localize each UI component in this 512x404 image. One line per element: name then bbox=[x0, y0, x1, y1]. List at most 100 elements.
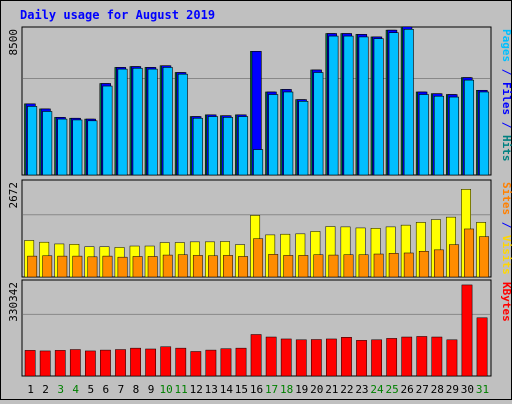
bar-kbytes-day-28 bbox=[431, 336, 443, 377]
bar-sites-day-15 bbox=[238, 256, 248, 278]
bar-sites-day-3 bbox=[57, 255, 68, 278]
bar-sites-day-21 bbox=[328, 254, 339, 278]
bar-sites-day-19 bbox=[298, 255, 309, 278]
bar-kbytes-day-23 bbox=[356, 340, 367, 377]
day-label-9: 9 bbox=[148, 383, 155, 396]
day-label-15: 15 bbox=[235, 383, 248, 396]
bar-pages-day-26 bbox=[403, 29, 414, 176]
bar-kbytes-day-19 bbox=[295, 339, 307, 377]
day-label-19: 19 bbox=[295, 383, 308, 396]
bar-kbytes-day-6 bbox=[100, 349, 111, 377]
bar-sites-day-22 bbox=[343, 254, 354, 278]
bar-pages-day-31 bbox=[479, 91, 490, 176]
day-label-7: 7 bbox=[118, 383, 125, 396]
day-label-29: 29 bbox=[446, 383, 459, 396]
bar-kbytes-day-24 bbox=[371, 339, 382, 377]
day-label-14: 14 bbox=[220, 383, 234, 396]
bar-kbytes-day-11 bbox=[175, 347, 187, 377]
bar-kbytes-day-12 bbox=[190, 351, 202, 377]
bar-pages-day-30 bbox=[464, 79, 475, 176]
bar-sites-day-14 bbox=[223, 255, 233, 278]
bar-pages-day-19 bbox=[298, 101, 309, 176]
day-label-18: 18 bbox=[280, 383, 293, 396]
hits-files-pages-legend-item: Files bbox=[500, 82, 512, 115]
bar-sites-day-1 bbox=[27, 255, 38, 278]
bar-sites-day-24 bbox=[373, 253, 384, 278]
bar-pages-day-17 bbox=[268, 94, 279, 176]
bar-pages-day-9 bbox=[147, 68, 158, 176]
bar-sites-day-4 bbox=[72, 255, 83, 278]
bar-pages-day-21 bbox=[328, 35, 339, 176]
day-label-31: 31 bbox=[476, 383, 489, 396]
visits-sites-legend: Sites / Visits bbox=[500, 182, 512, 275]
day-label-23: 23 bbox=[355, 383, 368, 396]
bar-pages-day-3 bbox=[57, 118, 68, 176]
bar-pages-day-1 bbox=[27, 106, 38, 176]
day-label-3: 3 bbox=[57, 383, 64, 396]
bar-kbytes-day-9 bbox=[145, 348, 157, 377]
bar-pages-day-12 bbox=[192, 117, 203, 176]
bar-sites-day-31 bbox=[479, 236, 490, 278]
kbytes-legend: KBytes bbox=[500, 282, 512, 322]
bar-pages-day-6 bbox=[102, 85, 113, 176]
bar-pages-day-20 bbox=[313, 72, 324, 176]
day-label-12: 12 bbox=[190, 383, 203, 396]
bar-sites-day-16 bbox=[253, 238, 264, 278]
bar-pages-day-28 bbox=[433, 95, 444, 176]
day-label-30: 30 bbox=[461, 383, 474, 396]
day-label-25: 25 bbox=[385, 383, 398, 396]
bar-kbytes-day-3 bbox=[54, 350, 66, 377]
chart-title: Daily usage for August 2019 bbox=[20, 8, 215, 22]
bar-kbytes-day-2 bbox=[39, 350, 51, 377]
bar-kbytes-day-15 bbox=[235, 347, 247, 377]
day-label-13: 13 bbox=[205, 383, 218, 396]
bar-pages-day-15 bbox=[238, 116, 249, 176]
bar-sites-day-2 bbox=[42, 255, 53, 278]
hits-files-pages-legend-item: / bbox=[500, 115, 512, 135]
visits-sites-legend-item: / bbox=[500, 215, 512, 235]
bar-kbytes-day-18 bbox=[280, 338, 292, 377]
day-label-26: 26 bbox=[401, 383, 414, 396]
bar-pages-day-11 bbox=[177, 73, 188, 176]
bar-sites-day-23 bbox=[358, 254, 369, 278]
day-label-10: 10 bbox=[159, 383, 172, 396]
bar-kbytes-day-1 bbox=[24, 350, 36, 377]
bar-kbytes-day-30 bbox=[461, 284, 473, 377]
bar-kbytes-day-20 bbox=[310, 339, 322, 377]
bar-kbytes-day-22 bbox=[341, 337, 352, 377]
bar-pages-day-10 bbox=[162, 67, 173, 176]
bar-sites-day-28 bbox=[433, 249, 444, 278]
bar-kbytes-day-26 bbox=[401, 336, 413, 377]
day-label-27: 27 bbox=[416, 383, 429, 396]
bar-kbytes-day-10 bbox=[160, 346, 172, 377]
day-label-17: 17 bbox=[265, 383, 278, 396]
bar-pages-day-22 bbox=[343, 35, 354, 176]
bar-pages-day-25 bbox=[388, 32, 399, 176]
day-label-4: 4 bbox=[72, 383, 79, 396]
day-label-2: 2 bbox=[42, 383, 49, 396]
bar-sites-day-12 bbox=[192, 255, 203, 278]
bar-pages-day-13 bbox=[207, 116, 218, 176]
bar-kbytes-day-14 bbox=[220, 348, 232, 377]
hits-files-pages-ymax-label: 8500 bbox=[7, 29, 20, 56]
day-label-5: 5 bbox=[87, 383, 94, 396]
day-label-24: 24 bbox=[370, 383, 384, 396]
day-label-28: 28 bbox=[431, 383, 444, 396]
bar-sites-day-20 bbox=[313, 254, 324, 278]
bar-sites-day-9 bbox=[147, 256, 158, 278]
hits-files-pages-legend: Pages / Files / Hits bbox=[500, 29, 512, 162]
bar-sites-day-7 bbox=[117, 256, 128, 278]
day-label-20: 20 bbox=[310, 383, 323, 396]
hits-files-pages-legend-item: Pages bbox=[500, 29, 512, 62]
bar-sites-day-26 bbox=[403, 252, 414, 278]
day-label-22: 22 bbox=[340, 383, 353, 396]
bar-pages-day-7 bbox=[117, 68, 128, 176]
visits-sites-legend-item: Sites bbox=[500, 182, 512, 215]
bar-sites-day-17 bbox=[268, 254, 279, 278]
bar-sites-day-30 bbox=[464, 228, 474, 278]
hits-files-pages-legend-item: / bbox=[500, 62, 512, 82]
bar-kbytes-day-5 bbox=[85, 350, 96, 377]
bar-sites-day-5 bbox=[87, 256, 98, 278]
bar-sites-day-11 bbox=[177, 254, 188, 278]
